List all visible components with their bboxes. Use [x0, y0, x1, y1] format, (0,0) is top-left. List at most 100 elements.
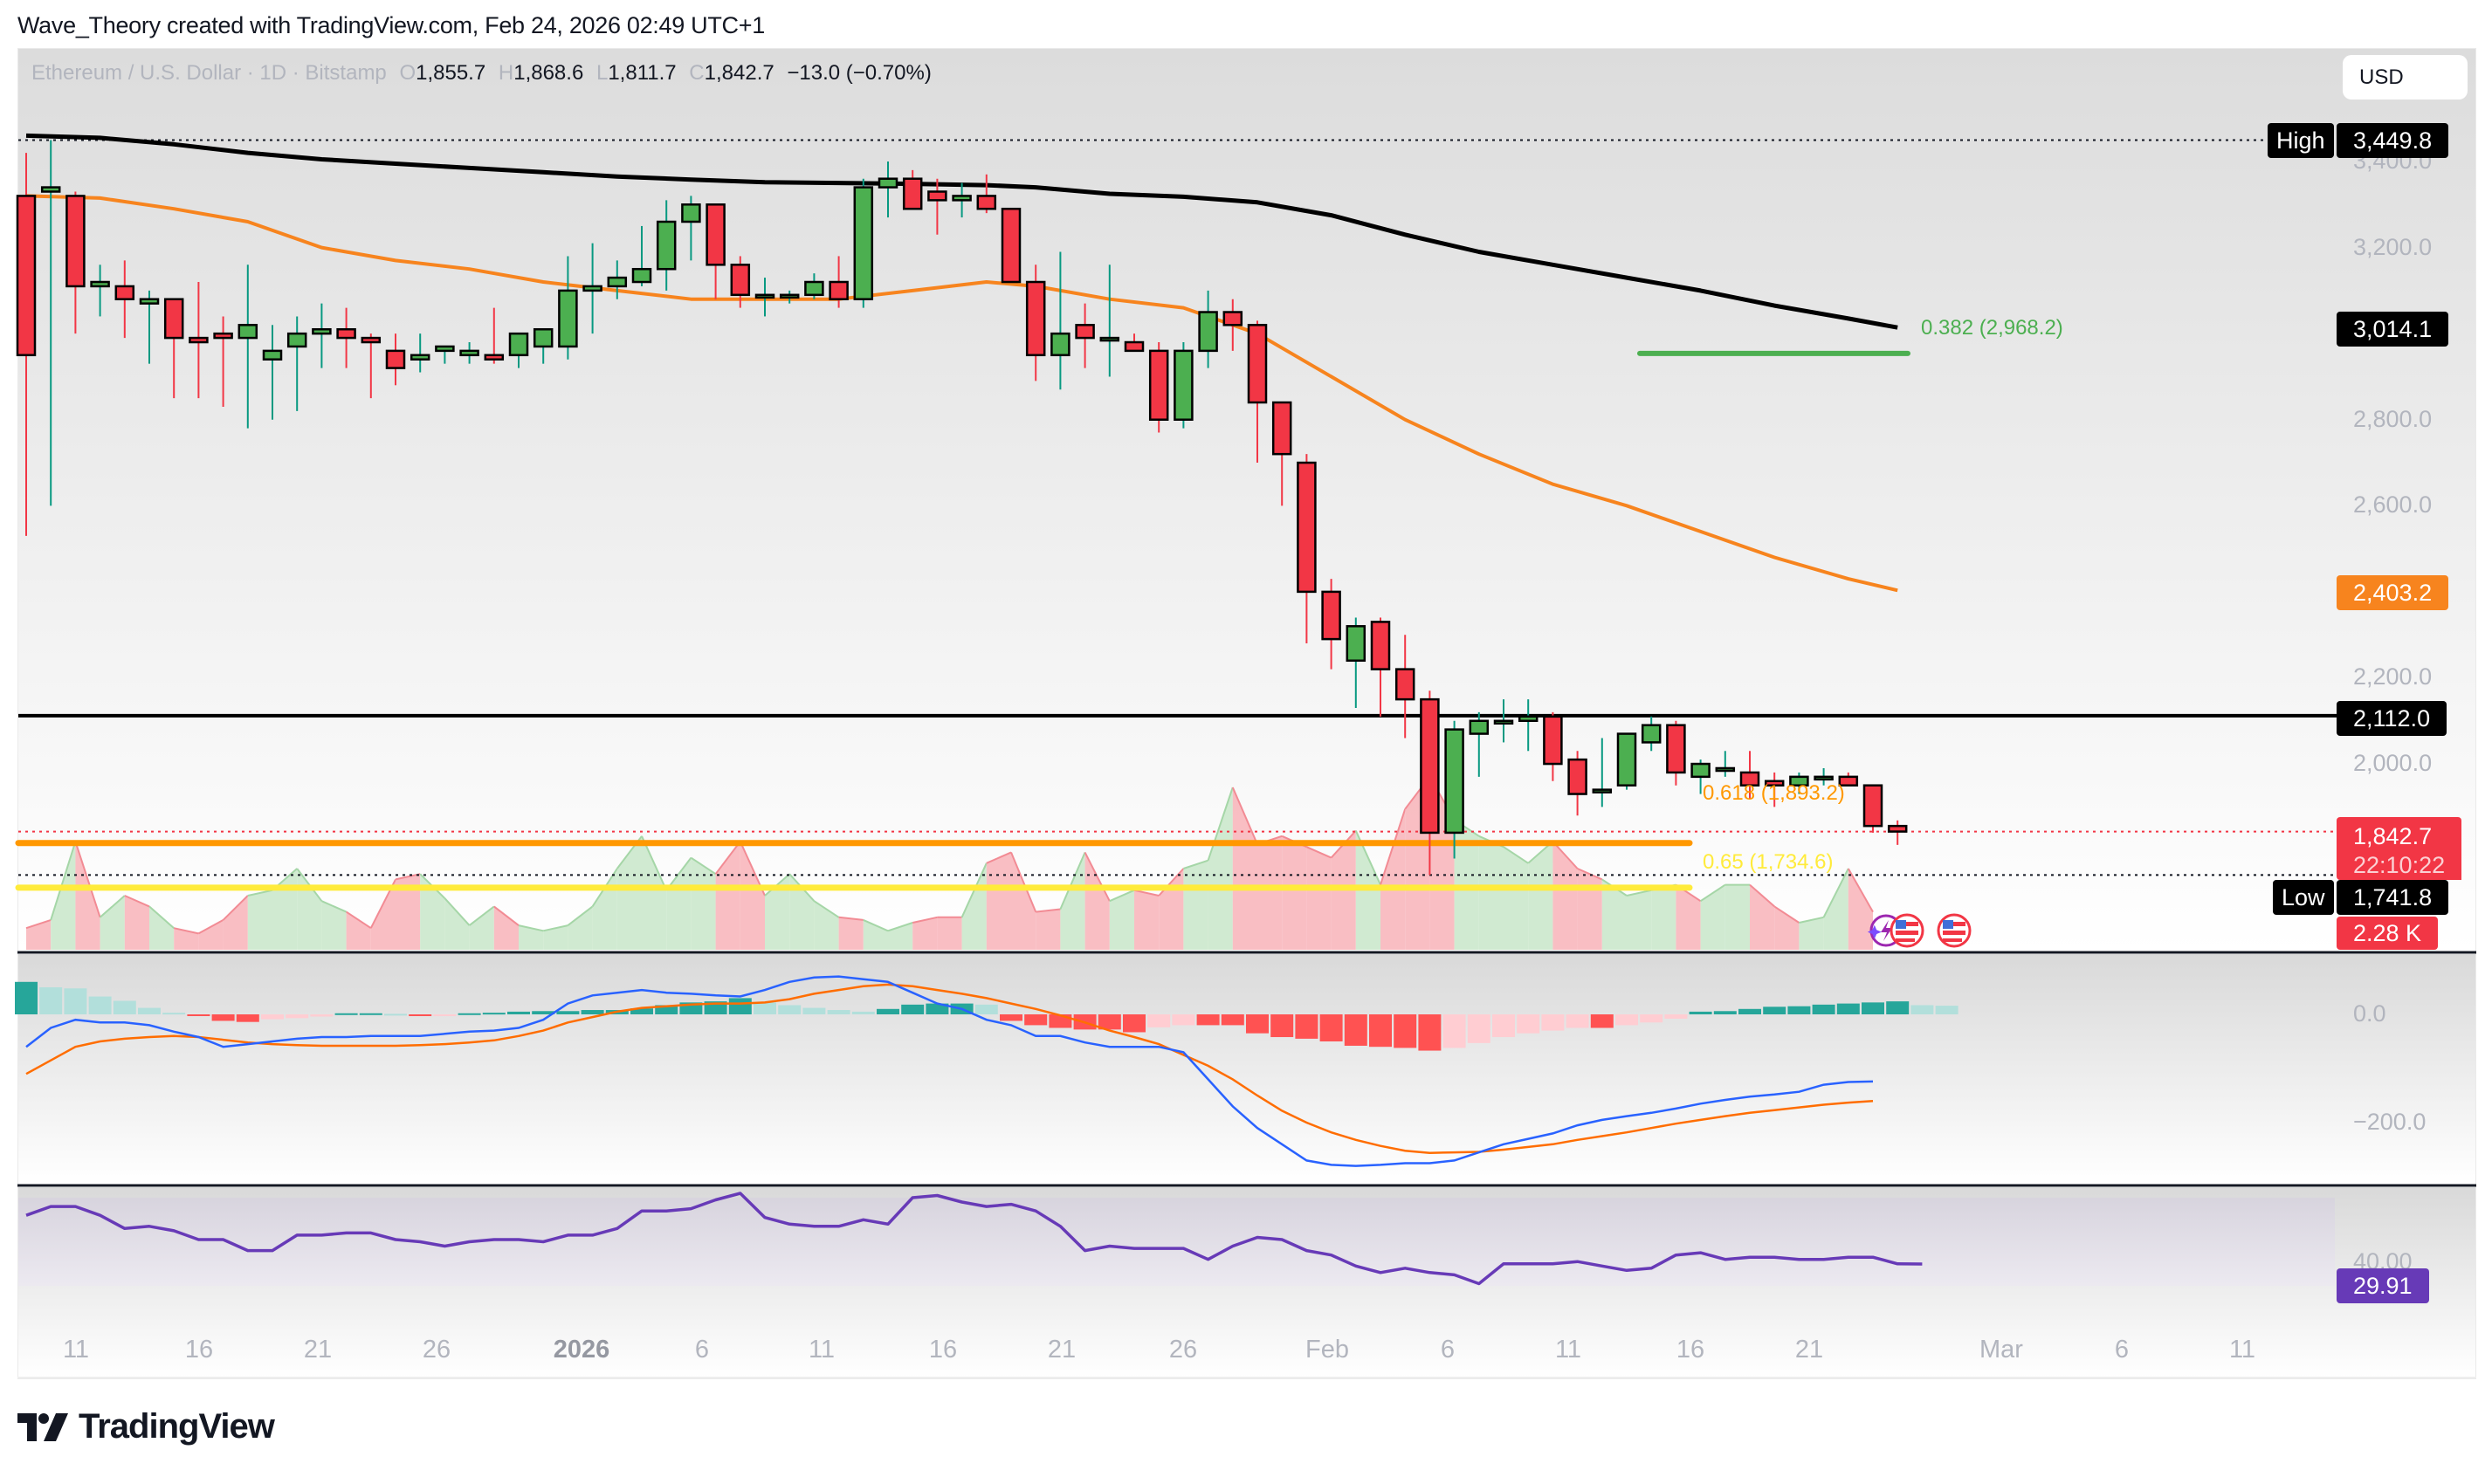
time-axis-label: 21	[1047, 1336, 1077, 1364]
fib-label-065: 0.65 (1,734.6)	[1703, 850, 1834, 874]
time-axis-label: Mar	[1979, 1336, 2023, 1364]
volume-edge	[1822, 868, 1849, 918]
volume-edge	[542, 924, 568, 932]
macd-histogram-bar	[926, 1003, 949, 1014]
candle-body	[1469, 719, 1490, 735]
volume-segment	[321, 901, 347, 950]
rsi-line	[25, 1192, 1923, 1286]
volume-segment	[568, 906, 593, 950]
volume-segment	[396, 874, 421, 950]
volume-segment	[1651, 884, 1676, 950]
us-flag-event-icon[interactable]	[1937, 913, 1972, 948]
volume-edge	[1305, 846, 1332, 859]
candle-body	[607, 276, 628, 288]
candle-body	[286, 332, 307, 348]
candle-body	[508, 332, 529, 357]
candle-body	[1198, 311, 1218, 353]
horizontal-lines	[15, 139, 2337, 891]
tradingview-logo[interactable]: TradingView	[17, 1407, 275, 1446]
currency-button[interactable]: USD	[2343, 55, 2468, 100]
time-axis-label: 26	[1168, 1336, 1198, 1364]
macd-histogram-bar	[64, 988, 87, 1014]
macd-histogram-bar	[359, 1013, 382, 1015]
symbol-legend[interactable]: Ethereum / U.S. Dollar · 1D · Bitstamp O…	[31, 61, 932, 86]
tradingview-wordmark: TradingView	[79, 1407, 275, 1446]
candle-body	[484, 354, 505, 361]
low-tag-label: Low	[2273, 880, 2334, 915]
volume-segment	[1552, 842, 1578, 950]
macd-histogram-bar	[754, 1002, 776, 1014]
macd-histogram-bar	[482, 1013, 506, 1015]
macd-histogram-bar	[1787, 1006, 1811, 1014]
volume-segment	[1724, 884, 1750, 950]
candle-body	[1567, 758, 1587, 795]
candle-body	[1271, 401, 1292, 456]
time-axis-label: 16	[928, 1336, 958, 1364]
volume-edge	[1231, 787, 1258, 845]
event-markers[interactable]	[1867, 913, 1972, 948]
macd-histogram-bar	[1418, 1014, 1442, 1051]
volume-segment	[1823, 869, 1848, 950]
high-tag-value: 3,449.8	[2337, 123, 2449, 158]
volume-segment	[469, 906, 494, 950]
candle-body	[1148, 349, 1169, 421]
candle-body	[139, 298, 160, 305]
candle-body	[1370, 621, 1391, 670]
volume-segment	[1109, 890, 1134, 950]
macd-histogram-bar	[1024, 1014, 1048, 1026]
candle-body	[1543, 715, 1563, 766]
fib-label-0382: 0.382 (2,968.2)	[1921, 316, 2063, 340]
candle-body	[582, 285, 602, 292]
candle-body	[681, 203, 701, 223]
chart-credit: Wave_Theory created with TradingView.com…	[17, 12, 765, 38]
macd-histogram-bar	[310, 1014, 334, 1017]
macd-histogram-bar	[778, 1005, 802, 1014]
candle-body	[1739, 771, 1760, 787]
volume-segment	[937, 917, 962, 950]
macd-histogram-bar	[433, 1014, 457, 1016]
volume-edge	[1158, 868, 1185, 897]
macd-histogram-bar	[1763, 1007, 1786, 1014]
volume-edge	[124, 895, 150, 908]
symbol-title: Ethereum / U.S. Dollar · 1D · Bitstamp	[31, 61, 387, 85]
volume-segment	[1799, 917, 1824, 950]
bar-countdown: 22:10:22	[2353, 852, 2446, 878]
candle-body	[1690, 762, 1711, 779]
volume-edge	[50, 841, 77, 921]
macd-histogram-bar	[1000, 1014, 1022, 1021]
macd-histogram-bar	[1196, 1014, 1220, 1026]
ma50-price-tag: 2,403.2	[2337, 575, 2449, 610]
macd-histogram-bar	[507, 1011, 530, 1014]
rsi-band	[18, 1198, 2335, 1286]
volume-edge	[1354, 830, 1381, 886]
candle-body	[312, 327, 332, 335]
volume-edge	[468, 905, 495, 926]
volume-edge	[1183, 859, 1208, 869]
volume-edge	[912, 916, 938, 924]
open-label: O	[399, 61, 416, 85]
volume-segment	[493, 906, 519, 950]
candle-body	[1247, 324, 1268, 404]
low-value: 1,811.7	[608, 61, 677, 85]
price-axis-tick: 2,600.0	[2353, 491, 2433, 519]
macd-histogram-bar	[39, 987, 63, 1014]
volume-segment	[666, 857, 692, 950]
volume-segment	[1183, 860, 1208, 950]
candle-body	[40, 186, 61, 193]
macd-histogram-bar	[581, 1010, 604, 1014]
us-flag-event-icon[interactable]	[1890, 913, 1924, 948]
candle-body	[16, 195, 37, 357]
volume-edge	[247, 889, 273, 897]
macd-pane-bg	[18, 954, 2475, 1185]
candle-body	[558, 289, 578, 348]
volume-segment	[1282, 835, 1307, 950]
macd-histogram-bar	[88, 996, 112, 1014]
volume-segment	[1011, 852, 1036, 950]
volume-segment	[124, 896, 149, 950]
macd-histogram-bar	[1812, 1004, 1835, 1014]
candle-body	[927, 190, 947, 202]
candle-body	[1838, 775, 1859, 787]
volume-segment	[1774, 906, 1800, 950]
macd-histogram-bar	[261, 1014, 284, 1020]
